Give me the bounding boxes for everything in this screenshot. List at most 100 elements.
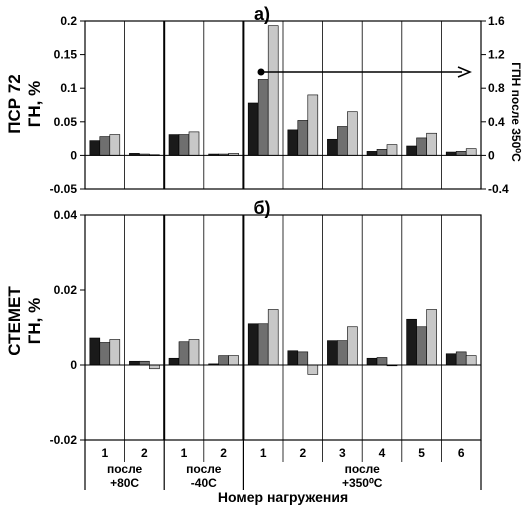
panel-b-y-axis: -0.02 0 0.02 0.04 [50,208,85,447]
y-tick-label: 0.05 [54,115,78,129]
panel-a-bar-s2-c8 [376,149,388,156]
arrow-head-icon [457,66,472,78]
panel-b-ylabel-line1: СТЕМЕТ [5,286,24,356]
y-tick-label: 0 [70,358,77,372]
panel-a-bar-s3-c8 [386,144,398,156]
panel-b-bar-s1-c9 [406,318,417,366]
panel-a-bar-s2-c6 [297,120,309,156]
panel-a-bar-s3-c6 [307,94,319,156]
panel-b-bar-s2-c7 [337,340,348,366]
y-right-tick-label: 1.6 [488,14,505,28]
panel-b-bar-s3-c2 [149,364,160,370]
x-tick-label: 1 [260,446,267,460]
panel-b-bar-s3-c6 [307,364,319,375]
panel-a-y-axis-right: -0.4 0 0.4 0.8 1.2 1.6 [481,14,509,196]
y-tick-label: 0 [70,148,77,162]
panel-a-bar-s3-c10 [465,148,477,156]
panel-a-y-axis: -0.05 0 0.05 0.1 0.15 0.2 [50,14,85,196]
panel-a-bar-s1-c3 [168,134,180,156]
panel-b-bar-s1-c3 [168,357,180,366]
panel-b-bar-s2-c4 [218,355,229,366]
panel-b-bar-s1-c10 [445,353,457,366]
panel-a-bar-s2-c3 [178,134,190,156]
arrow-annotation [257,66,472,78]
panel-a-ylabel-right: ГПН после 350⁰С [509,62,523,162]
panel-a-bar-s3-c3 [188,131,200,156]
panel-a-bar-s1-c8 [366,151,378,156]
panel-a-bar-s1-c10 [445,151,457,156]
panel-b-bar-s1-c8 [366,357,378,366]
x-tick-label: 5 [418,446,425,460]
x-group-label: +80С [110,476,139,490]
panel-a-bar-s3-c5 [267,25,279,156]
x-tick-label: 1 [181,446,188,460]
y-tick-label: 0.2 [60,14,77,28]
panel-a-bar-s2-c5 [257,79,269,156]
x-tick-label: 2 [299,446,306,460]
x-tick-label: 6 [458,446,465,460]
y-right-tick-label: 0.4 [488,115,505,129]
panel-a-dividers [124,21,442,189]
panel-a-bar-s3-c7 [347,111,358,156]
panel-b-bar-s3-c10 [465,355,477,366]
y-right-tick-label: 1.2 [488,48,505,62]
panel-a-bar-s1-c7 [327,138,338,156]
panel-b-bar-s1-c7 [327,340,338,366]
panel-b-bar-s2-c3 [178,341,190,366]
y-tick-label: 0.04 [54,208,78,222]
panel-b-bars [89,309,477,375]
panel-a-bar-s1-c5 [247,102,259,156]
panel-a-bar-s2-c10 [455,151,467,156]
panel-b-bar-s2-c2 [139,360,150,366]
panel-b-bar-s3-c3 [188,339,200,366]
panel-a-bars [89,25,477,156]
panel-b-bar-s2-c6 [297,351,309,366]
panel-b-bar-s2-c10 [455,351,467,366]
x-tick-label: 4 [379,446,386,460]
panel-b-bar-s2-c5 [257,323,269,366]
panel-b-bar-s3-c1 [109,339,121,366]
panel-b-bar-s2-c9 [416,326,427,366]
x-group-label: -40С [191,476,217,490]
panel-b-ylabel-line2: ГН, % [25,298,44,344]
y-tick-label: -0.02 [50,433,78,447]
x-tick-label: 2 [220,446,227,460]
panel-b-label: б) [253,198,270,218]
panel-b-bar-s1-c6 [287,350,299,366]
panel-a-bar-s2-c9 [416,137,427,156]
panel-b-dividers [124,215,442,440]
panel-a-bar-s3-c1 [109,134,121,156]
y-right-tick-label: 0.8 [488,81,505,95]
x-tick-label: 3 [339,446,346,460]
panel-b-bar-s3-c9 [426,309,437,366]
x-group-label: после [186,462,222,476]
x-tick-label: 2 [141,446,148,460]
panel-a-label: а) [254,4,270,24]
x-axis-title: Номер нагружения [218,489,348,505]
x-group-label: после [107,462,143,476]
panel-a-bar-s1-c1 [89,140,101,156]
panel-a: а) ПСР 72 ГН, % ГПН после 350⁰С -0.05 0 0.… [5,4,523,196]
panel-a-bar-s2-c1 [99,136,111,156]
panel-b: б) СТЕМЕТ ГН, % -0.02 0 0.02 0.04 [5,198,482,447]
panel-b-bar-s2-c8 [376,357,388,366]
panel-b-bar-s1-c5 [247,323,259,366]
panel-b-bar-s2-c1 [99,342,111,366]
y-right-tick-label: -0.4 [488,182,509,196]
panel-b-bar-s3-c5 [267,309,279,366]
panel-b-bar-s3-c7 [347,326,358,366]
x-group-label: после [345,462,381,476]
y-tick-label: 0.1 [60,81,77,95]
panel-b-bar-s3-c4 [228,355,239,366]
panel-a-bar-s1-c9 [406,145,417,156]
x-tick-label: 1 [101,446,108,460]
panel-b-bar-s1-c2 [129,360,140,366]
panel-a-ylabel-line2: ГН, % [25,81,44,127]
panel-a-bar-s2-c7 [337,126,348,156]
panel-a-ylabel-line1: ПСР 72 [5,74,24,133]
y-tick-label: 0.15 [54,48,78,62]
panel-a-bar-s1-c6 [287,129,299,156]
y-tick-label: 0.02 [54,283,78,297]
